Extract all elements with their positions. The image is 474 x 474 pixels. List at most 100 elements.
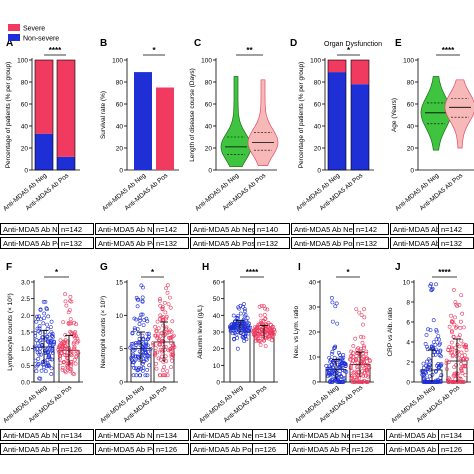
data-point — [429, 282, 434, 287]
panel-h: H 0 10 20 30 40 50 60 Albumin level (g/L) Anti-MD… — [197, 262, 278, 425]
data-point — [337, 364, 342, 369]
data-point — [136, 367, 141, 372]
data-point — [73, 330, 78, 334]
data-point — [37, 350, 42, 354]
data-point — [455, 304, 460, 308]
data-point — [334, 301, 339, 306]
panel-title: Organ Dysfunction — [324, 41, 382, 48]
y-axis-label: Neutrophil counts (× 10⁹) — [100, 296, 107, 368]
data-point — [64, 303, 69, 308]
data-point — [434, 380, 439, 384]
y-tick-label: 40 — [205, 124, 213, 131]
y-tick-label: 30 — [213, 330, 221, 337]
bar-severe — [35, 60, 53, 134]
data-point — [41, 299, 46, 304]
data-point — [155, 350, 160, 355]
sample-size: n=132 — [441, 239, 463, 248]
y-tick-label: 40 — [309, 280, 317, 287]
bar — [134, 72, 152, 170]
data-point — [438, 375, 443, 380]
x-tick-label: Anti-MDA5 Ab Neg — [390, 384, 437, 425]
data-point — [238, 311, 243, 316]
data-point — [429, 288, 434, 293]
data-point — [257, 338, 262, 343]
data-point — [158, 347, 163, 352]
data-point — [246, 323, 250, 328]
data-point — [147, 363, 152, 368]
n-table-row: Anti-MDA5 Ab Neg n=140 — [190, 223, 290, 235]
sample-size: n=132 — [61, 239, 83, 248]
data-point — [349, 353, 354, 358]
y-tick-label: 1.0 — [21, 346, 30, 353]
y-tick-label: 0 — [312, 380, 316, 387]
data-point — [45, 350, 50, 355]
data-point — [34, 319, 39, 324]
data-point — [63, 346, 67, 351]
data-point — [159, 315, 164, 320]
data-point — [337, 372, 342, 377]
group-name: Anti-MDA5 Ab Neg — [3, 430, 59, 440]
group-name: Anti-MDA5 Ab Pos — [391, 238, 439, 248]
y-tick-label: 10 — [309, 355, 317, 362]
data-point — [63, 344, 68, 349]
data-point — [64, 370, 68, 375]
bar — [156, 87, 174, 170]
data-point — [148, 346, 153, 351]
data-point — [158, 373, 163, 378]
data-point — [69, 361, 74, 366]
data-point — [451, 288, 456, 292]
data-point — [153, 324, 158, 329]
data-point — [331, 369, 336, 374]
data-point — [46, 314, 51, 319]
data-point — [155, 329, 159, 334]
data-point — [434, 337, 439, 342]
data-point — [141, 323, 146, 328]
significance-marker: * — [55, 268, 59, 277]
data-point — [365, 374, 370, 379]
data-point — [354, 354, 359, 359]
sample-size: n=142 — [441, 225, 463, 234]
data-point — [426, 327, 430, 332]
data-point — [464, 348, 469, 352]
panel-label: F — [6, 262, 12, 273]
data-point — [140, 295, 145, 300]
data-point — [164, 327, 169, 331]
data-point — [131, 373, 136, 378]
data-point — [170, 319, 175, 324]
data-point — [137, 365, 142, 370]
data-point — [63, 299, 68, 304]
data-point — [451, 373, 456, 378]
data-point — [348, 366, 353, 371]
data-point — [333, 304, 338, 309]
data-point — [137, 322, 142, 326]
y-tick-label: 0 — [24, 168, 28, 175]
data-point — [72, 344, 77, 349]
data-point — [151, 341, 156, 346]
data-point — [419, 369, 424, 373]
data-point — [460, 371, 465, 376]
group-name: Anti-MDA5 Ab Pos — [193, 238, 255, 248]
data-point — [166, 302, 171, 307]
y-tick-label: 60 — [213, 280, 221, 287]
data-point — [140, 299, 145, 304]
data-point — [141, 341, 146, 346]
data-point — [434, 329, 439, 334]
data-point — [37, 324, 42, 329]
data-point — [49, 325, 53, 330]
data-point — [242, 307, 247, 312]
data-point — [434, 328, 439, 332]
data-point — [42, 316, 47, 321]
data-point — [164, 314, 169, 319]
data-point — [450, 347, 455, 352]
y-tick-label: 60 — [205, 102, 213, 109]
data-point — [461, 325, 466, 330]
data-point — [140, 312, 145, 317]
bar-severe — [57, 60, 75, 157]
data-point — [459, 354, 464, 359]
data-point — [139, 312, 144, 317]
y-tick-label: 80 — [21, 80, 29, 87]
